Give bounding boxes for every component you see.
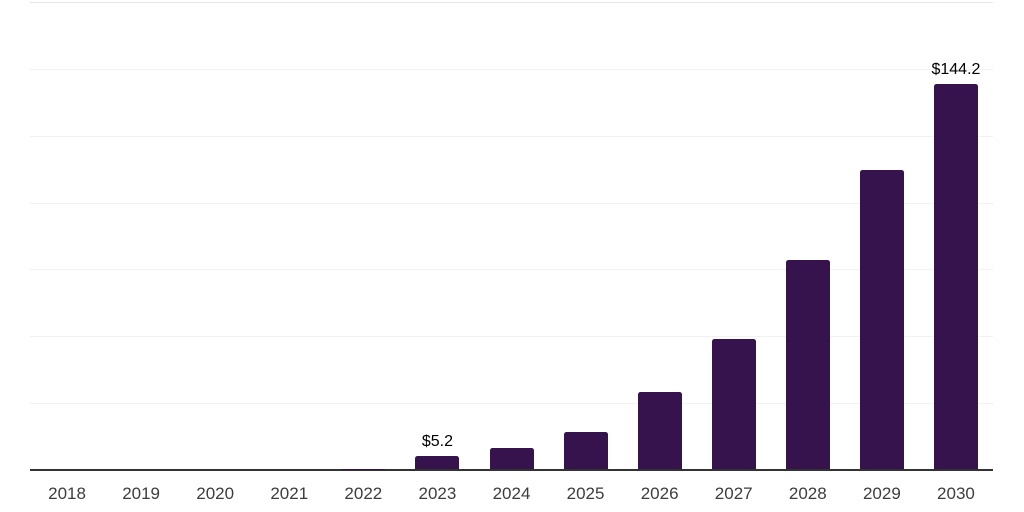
bar-value-label-2023: $5.2 — [421, 432, 453, 450]
x-tick-label-2030: 2030 — [937, 484, 975, 503]
x-tick-label-2019: 2019 — [122, 484, 161, 503]
bar-2029 — [859, 169, 904, 470]
bar-2026 — [637, 392, 682, 470]
gridline — [30, 69, 993, 70]
x-tick-label-2023: 2023 — [418, 484, 457, 503]
bar-2023 — [415, 455, 460, 470]
x-axis-line — [30, 468, 993, 471]
x-tick-label-2018: 2018 — [48, 484, 86, 503]
x-tick-label-2029: 2029 — [862, 484, 901, 503]
bar-2022 — [341, 468, 386, 470]
x-tick-label-2028: 2028 — [788, 484, 827, 503]
x-tick-label-2022: 2022 — [344, 484, 383, 503]
x-tick-label-2026: 2026 — [640, 484, 679, 503]
x-tick-label-2025: 2025 — [566, 484, 605, 503]
x-tick-label-2020: 2020 — [196, 484, 235, 503]
bar-2024 — [489, 447, 534, 470]
bar-2025 — [563, 432, 608, 470]
bar-value-label-2030: $144.2 — [931, 61, 981, 79]
x-tick-label-2024: 2024 — [492, 484, 531, 503]
gridline — [30, 202, 993, 204]
plot-top-border — [30, 2, 993, 4]
bar-2027 — [711, 338, 756, 470]
gridline — [30, 135, 993, 137]
bar-2030 — [933, 84, 978, 470]
x-tick-label-2027: 2027 — [714, 484, 753, 503]
gridline — [30, 269, 993, 271]
gridline — [30, 336, 993, 337]
bar-2028 — [785, 259, 830, 470]
x-tick-label-2021: 2021 — [270, 484, 309, 503]
gridline — [30, 402, 993, 404]
